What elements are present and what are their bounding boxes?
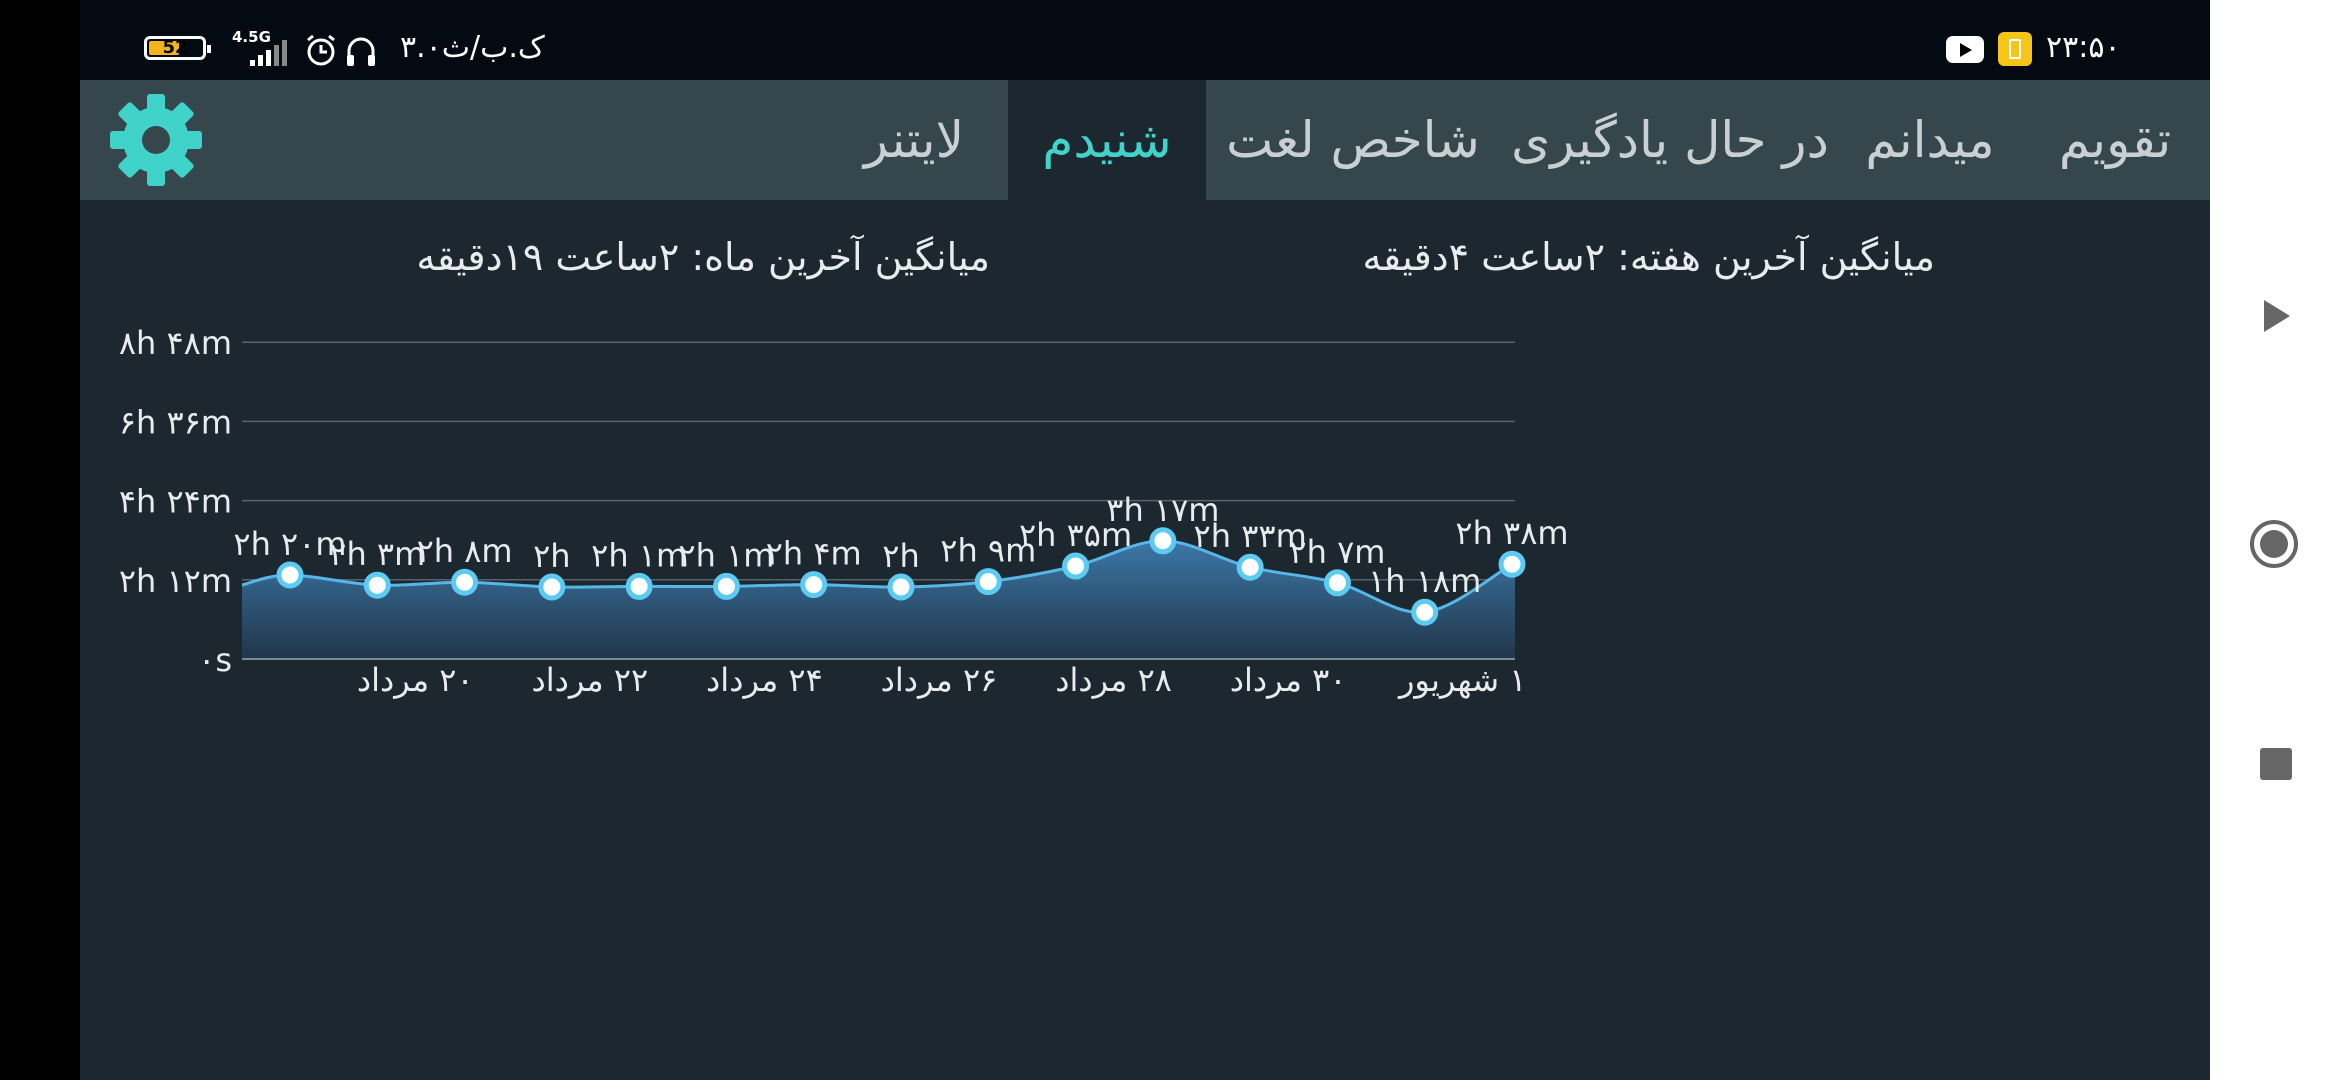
data-point <box>712 572 740 600</box>
back-triangle-icon[interactable] <box>2262 298 2292 334</box>
data-point <box>625 572 653 600</box>
data-label: ۲h ۹m <box>940 532 1036 570</box>
x-tick-label: ۳۰ مرداد <box>1230 661 1347 699</box>
tab-label: لایتنر <box>863 111 965 169</box>
tab-known[interactable]: میدانم <box>1840 80 2020 200</box>
data-label: ۱h ۱۸m <box>1368 562 1481 600</box>
average-last-month: میانگین آخرین ماه: ۲ساعت ۱۹دقیقه <box>416 235 990 279</box>
tab-label: در حال یادگیری <box>1511 111 1829 169</box>
app-screen: 52 4.5G ۳.۰ک.ب/ث <box>80 0 2210 1080</box>
x-tick-label: ۲۸ مرداد <box>1055 661 1172 699</box>
headphones-icon <box>347 37 375 66</box>
status-bar: 52 4.5G ۳.۰ک.ب/ث <box>80 0 2210 80</box>
x-tick-label: ۱ شهریور <box>1397 661 1526 699</box>
network-type: 4.5G <box>232 28 271 46</box>
data-point <box>1062 552 1090 580</box>
area-fill <box>242 540 1515 659</box>
data-label: ۲h ۳۳m <box>1194 517 1307 555</box>
data-label: ۲h ۱m <box>591 536 687 574</box>
data-label: ۲h <box>882 537 919 575</box>
home-circle-icon[interactable] <box>2248 518 2300 570</box>
x-tick-label: ۲۴ مرداد <box>706 661 823 699</box>
y-tick-label: ۲h ۱۲m <box>119 562 232 600</box>
data-point <box>887 573 915 601</box>
youtube-icon <box>1946 36 1984 63</box>
charging-icon <box>1998 32 2032 66</box>
battery-level: 52 <box>162 37 188 58</box>
network-speed: ۳.۰ک.ب/ث <box>400 30 545 65</box>
data-label: ۲h ۳m <box>329 535 425 573</box>
x-tick-label: ۲۲ مرداد <box>531 661 648 699</box>
signal-icon <box>250 40 287 66</box>
y-tick-label: ۴h ۲۴m <box>119 483 232 521</box>
data-point <box>1323 569 1351 597</box>
gear-icon[interactable] <box>108 92 204 188</box>
tab-label: تقویم <box>2058 111 2172 169</box>
x-tick-label: ۲۰ مرداد <box>357 661 474 699</box>
navigation-bar <box>2210 0 2340 1080</box>
recents-square-icon[interactable] <box>2260 748 2292 780</box>
tab-leitner[interactable]: لایتنر <box>820 80 1008 200</box>
data-point <box>363 571 391 599</box>
data-point <box>1149 527 1177 555</box>
data-point <box>451 568 479 596</box>
data-label: ۲h <box>533 537 570 575</box>
data-label: ۲h ۳۸m <box>1455 514 1568 552</box>
data-label: ۳h ۱۷m <box>1106 491 1219 529</box>
data-point <box>1236 553 1264 581</box>
data-label: ۲h ۱m <box>678 536 774 574</box>
data-label: ۲h ۸m <box>417 532 513 570</box>
y-tick-label: ۸h ۴۸m <box>119 324 232 362</box>
tab-learning[interactable]: در حال یادگیری <box>1500 80 1840 200</box>
data-point <box>800 571 828 599</box>
data-point <box>276 561 304 589</box>
data-label: ۲h ۳۵m <box>1019 516 1132 554</box>
tab-bar: تقویم میدانم در حال یادگیری شاخص لغت شنی… <box>80 80 2210 200</box>
tab-calendar[interactable]: تقویم <box>2020 80 2210 200</box>
data-label: ۲h ۴m <box>766 535 862 573</box>
average-last-week: میانگین آخرین هفته: ۲ساعت ۴دقیقه <box>1362 235 1936 279</box>
tab-label: میدانم <box>1865 111 1995 169</box>
clock: ۲۳:۵۰ <box>2046 30 2121 65</box>
data-point <box>538 573 566 601</box>
tab-label: شاخص لغت <box>1226 111 1480 169</box>
data-label: ۲h ۲۰m <box>233 525 346 563</box>
tab-word-index[interactable]: شاخص لغت <box>1206 80 1500 200</box>
data-point <box>1498 550 1526 578</box>
data-label: ۲h ۷m <box>1289 533 1385 571</box>
series-line <box>241 539 1513 614</box>
data-point <box>974 568 1002 596</box>
battery-icon: 52 <box>144 36 211 60</box>
data-point <box>1411 598 1439 626</box>
tab-heard[interactable]: شنیدم <box>1008 80 1206 200</box>
y-tick-label: ۶h ۳۶m <box>119 403 232 441</box>
x-tick-label: ۲۶ مرداد <box>881 661 998 699</box>
tab-label: شنیدم <box>1042 111 1172 169</box>
alarm-icon <box>307 34 335 66</box>
y-tick-label: ۰s <box>198 641 232 679</box>
